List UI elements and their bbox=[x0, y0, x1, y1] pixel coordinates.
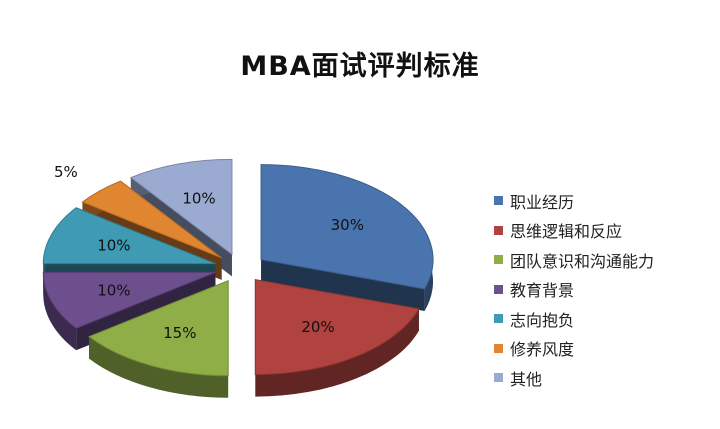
legend-item-4: 教育背景 bbox=[494, 275, 654, 305]
legend-item-1: 职业经历 bbox=[494, 186, 654, 216]
legend-swatch bbox=[494, 343, 503, 353]
slice-label-3: 15% bbox=[163, 324, 196, 342]
legend-item-7: 其他 bbox=[494, 363, 654, 393]
legend-label: 职业经历 bbox=[510, 192, 575, 212]
pie-slice-2 bbox=[254, 278, 420, 397]
legend-swatch bbox=[494, 373, 503, 383]
legend-swatch bbox=[494, 314, 503, 324]
legend-label: 团队意识和沟通能力 bbox=[510, 251, 655, 271]
legend-item-2: 思维逻辑和反应 bbox=[494, 216, 654, 246]
legend-item-5: 志向抱负 bbox=[494, 304, 654, 334]
slice-label-4: 10% bbox=[97, 282, 130, 300]
legend-label: 志向抱负 bbox=[510, 310, 575, 330]
slice-label-7: 10% bbox=[182, 189, 215, 207]
legend-label: 教育背景 bbox=[510, 281, 575, 301]
slice-label-5: 10% bbox=[97, 236, 130, 254]
legend-swatch bbox=[494, 255, 503, 265]
legend-swatch bbox=[494, 196, 503, 206]
pie-slice-4 bbox=[42, 271, 216, 351]
legend-label: 思维逻辑和反应 bbox=[510, 222, 623, 242]
legend-swatch bbox=[494, 284, 503, 294]
legend-label: 修养风度 bbox=[510, 340, 575, 360]
pie-slice-1 bbox=[260, 164, 434, 311]
slice-label-2: 20% bbox=[301, 318, 334, 336]
chart-title: MBA面试评判标准 bbox=[240, 51, 480, 82]
slice-label-6: 5% bbox=[54, 163, 78, 181]
slice-label-1: 30% bbox=[331, 216, 364, 234]
legend-label: 其他 bbox=[510, 369, 543, 389]
legend-swatch bbox=[494, 225, 503, 235]
pie-slice-3 bbox=[88, 280, 229, 398]
legend: 职业经历思维逻辑和反应团队意识和沟通能力 教育背景志向抱负修养风度其他 bbox=[494, 186, 654, 393]
legend-item-3: 团队意识和沟通能力 bbox=[494, 245, 654, 275]
legend-item-6: 修养风度 bbox=[494, 334, 654, 364]
